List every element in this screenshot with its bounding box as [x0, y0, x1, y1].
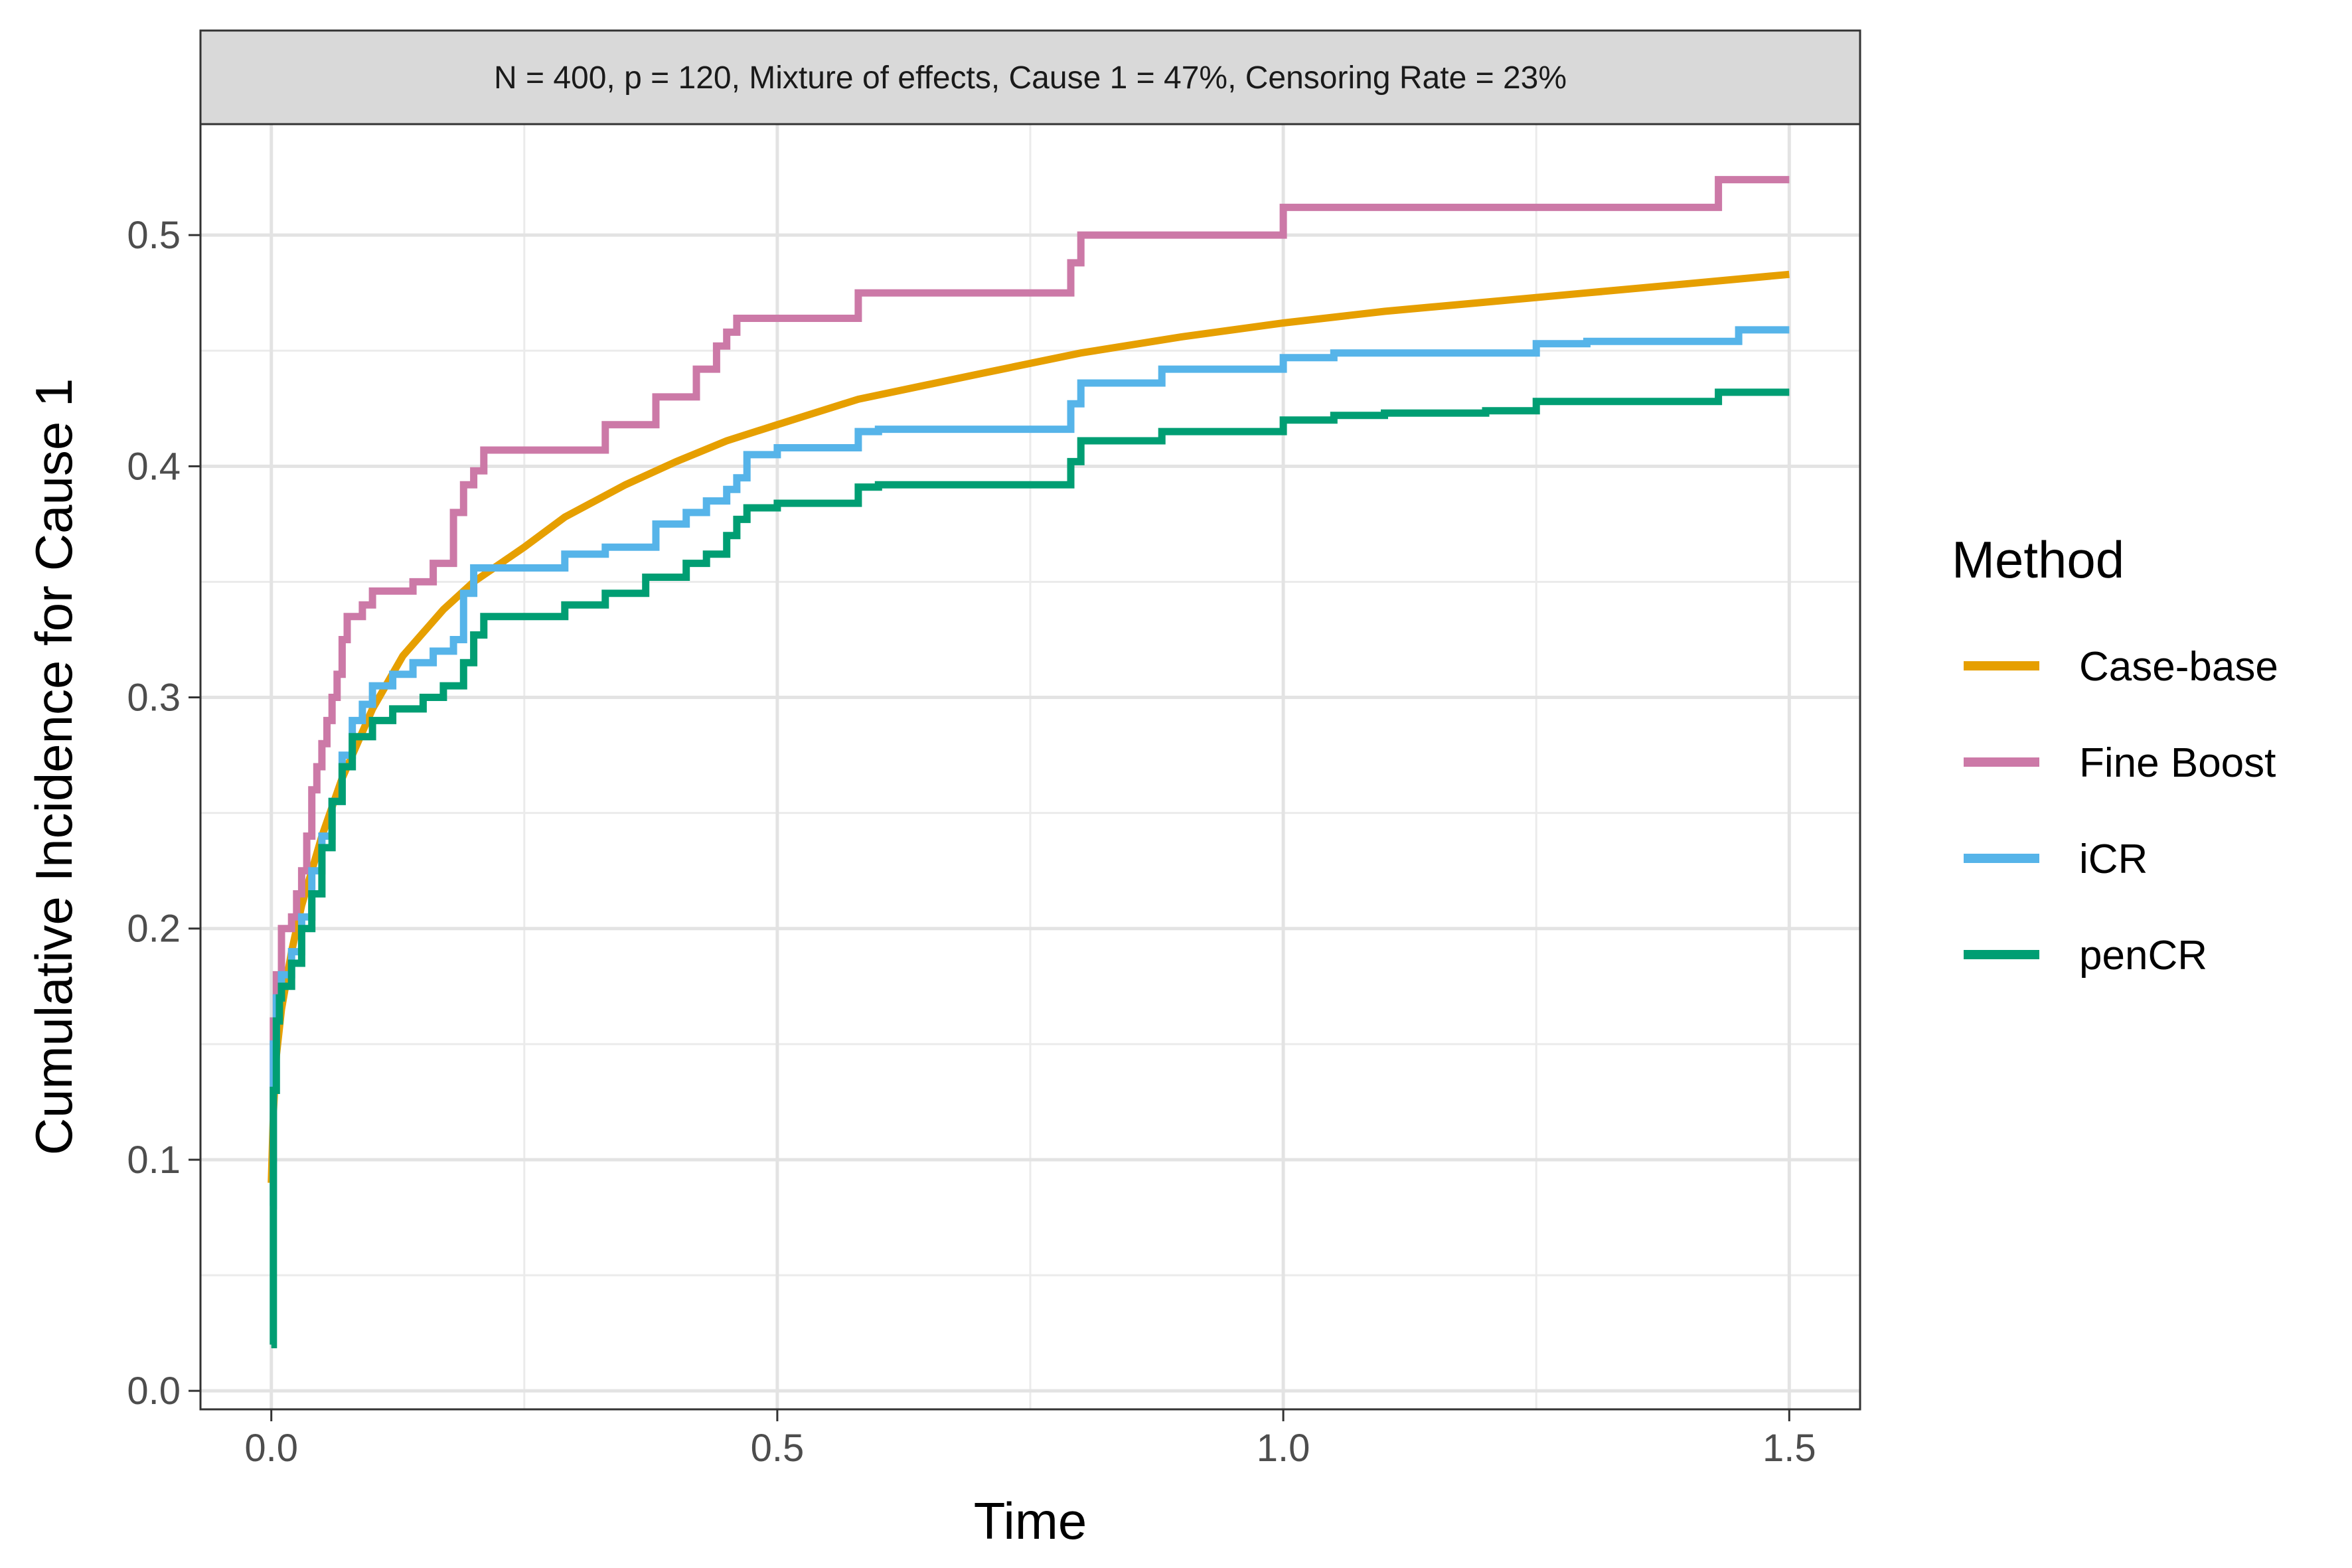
legend-label-pencr: penCR: [2079, 933, 2207, 979]
x-tick-label: 1.5: [1763, 1427, 1816, 1470]
x-tick-label: 0.5: [751, 1427, 805, 1470]
series-line-icr: [270, 326, 1790, 1210]
series-line-pencr: [270, 388, 1790, 1348]
y-tick-label: 0.0: [127, 1370, 181, 1413]
x-tick-label: 1.0: [1257, 1427, 1310, 1470]
series-line-fine-boost: [270, 176, 1790, 1164]
legend-label-icr: iCR: [2079, 836, 2148, 882]
x-tick-label: 0.0: [244, 1427, 298, 1470]
y-tick-label: 0.1: [127, 1138, 181, 1182]
axes: 0.0 0.5 1.0 1.5 0.0 0.1 0.2 0.3 0.4 0.5: [127, 214, 1816, 1470]
grid: [200, 124, 1860, 1409]
y-tick-label: 0.2: [127, 907, 181, 951]
legend-label-fine-boost: Fine Boost: [2079, 740, 2276, 786]
y-tick-label: 0.4: [127, 445, 181, 488]
y-axis-title: Cumulative Incidence for Cause 1: [25, 378, 83, 1156]
facet-label: N = 400, p = 120, Mixture of effects, Ca…: [494, 60, 1567, 96]
series-lines: [268, 176, 1790, 1348]
y-tick-label: 0.5: [127, 214, 181, 257]
facet-strip: [199, 29, 1861, 125]
legend-entries: Case-base Fine Boost iCR penCR: [1964, 644, 2278, 979]
series-line-case-base: [268, 270, 1790, 1183]
x-axis-title: Time: [974, 1492, 1087, 1550]
legend-title: Method: [1952, 530, 2124, 589]
legend: Method Case-base Fine Boost iCR penCR: [1952, 530, 2278, 979]
legend-label-case-base: Case-base: [2079, 644, 2278, 690]
y-tick-label: 0.3: [127, 676, 181, 720]
